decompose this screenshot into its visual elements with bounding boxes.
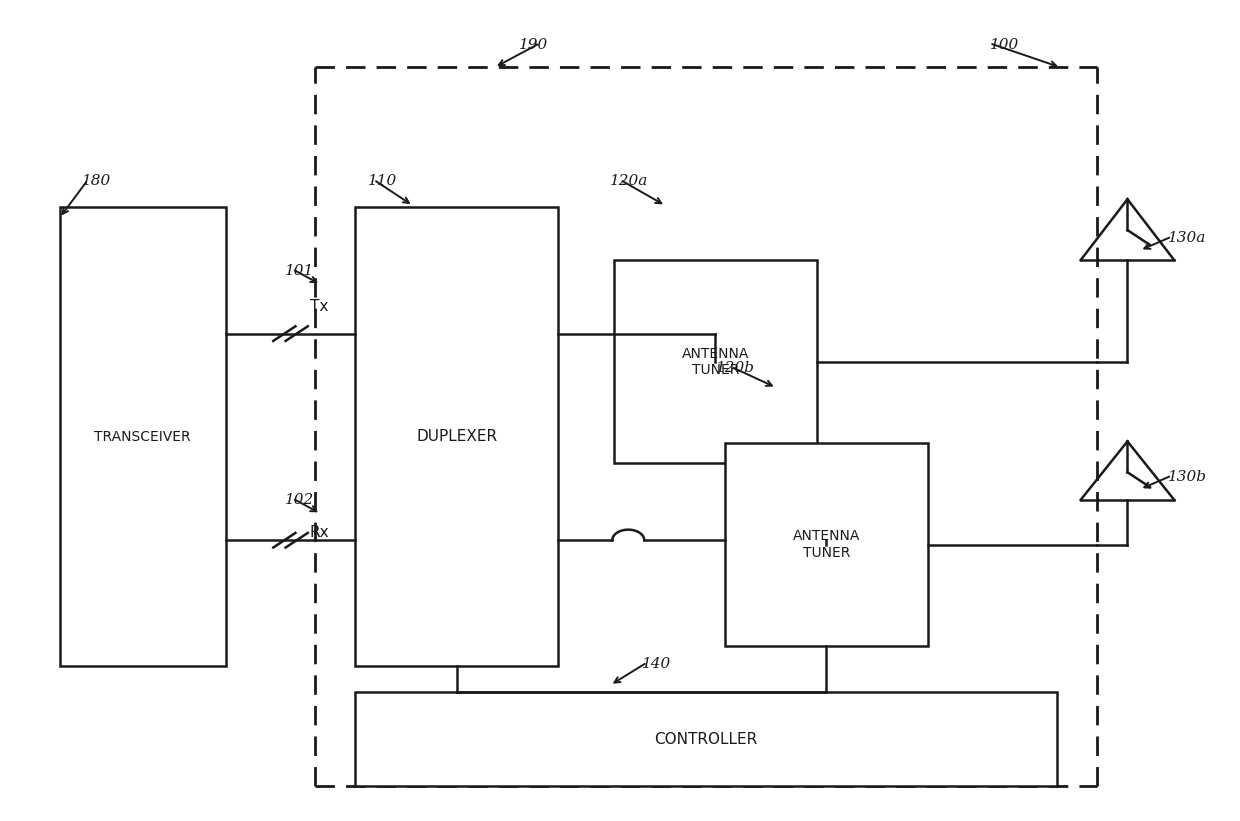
- Text: 190: 190: [520, 38, 548, 52]
- Text: DUPLEXER: DUPLEXER: [417, 429, 497, 444]
- Text: ANTENNA
TUNER: ANTENNA TUNER: [792, 530, 861, 560]
- Text: TRANSCEIVER: TRANSCEIVER: [94, 430, 191, 444]
- Bar: [355, 692, 1058, 786]
- Text: 102: 102: [285, 493, 314, 507]
- Text: 101: 101: [285, 264, 314, 277]
- Text: 100: 100: [990, 38, 1019, 52]
- Bar: [724, 443, 928, 646]
- Text: Tx: Tx: [310, 299, 329, 314]
- Text: 180: 180: [82, 174, 112, 188]
- Text: CONTROLLER: CONTROLLER: [655, 732, 758, 747]
- Text: 120a: 120a: [610, 174, 649, 188]
- Text: 130a: 130a: [1168, 232, 1207, 245]
- Text: 130b: 130b: [1168, 470, 1207, 484]
- Text: 140: 140: [642, 657, 671, 671]
- Text: 110: 110: [367, 174, 397, 188]
- Text: ANTENNA
TUNER: ANTENNA TUNER: [682, 346, 749, 377]
- Bar: [614, 260, 817, 463]
- Bar: [355, 208, 558, 667]
- Text: Rx: Rx: [310, 525, 330, 540]
- Bar: [60, 208, 226, 667]
- Text: 120b: 120b: [715, 361, 755, 375]
